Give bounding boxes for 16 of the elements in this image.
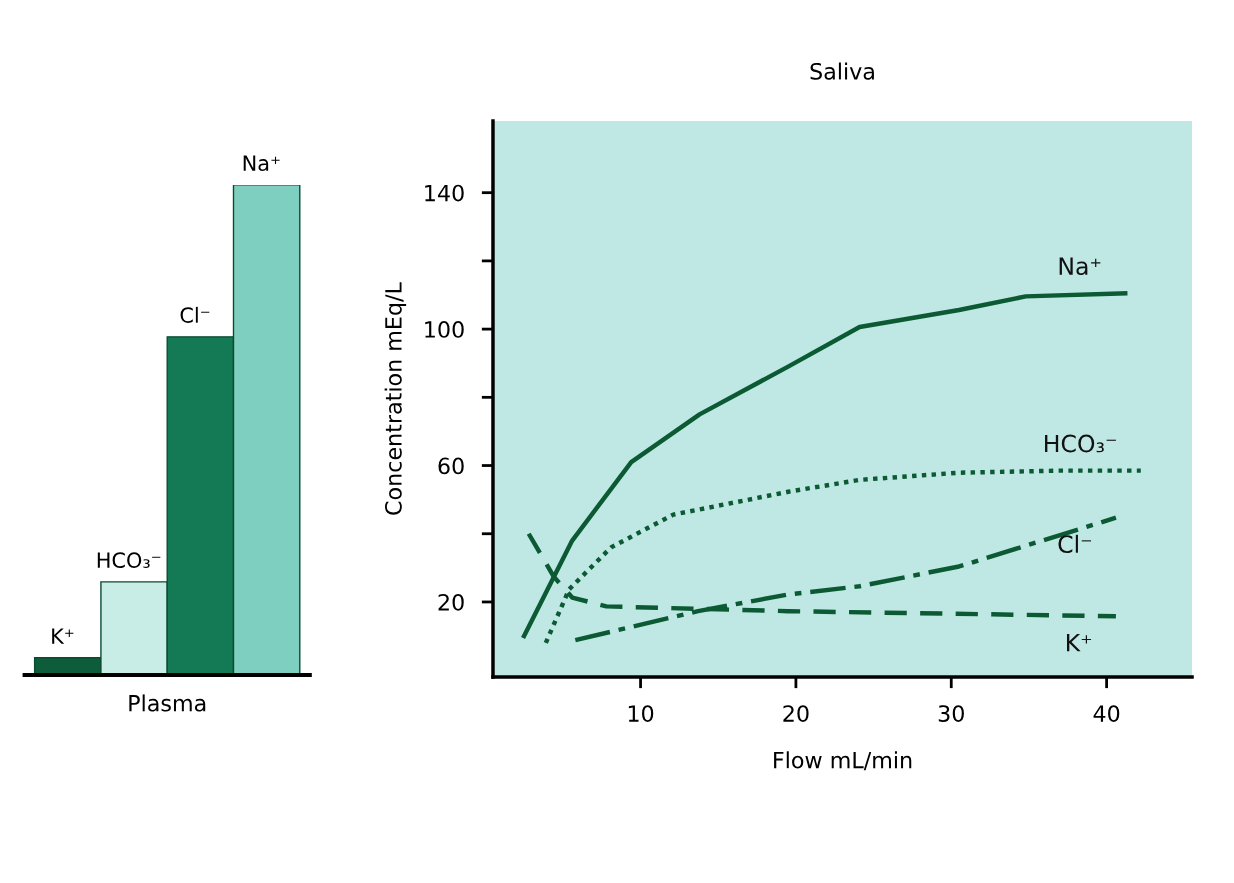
x-axis-title: Plasma <box>129 694 206 712</box>
x-tick-label: 20 <box>783 705 809 722</box>
y-tick-label: 100 <box>425 321 464 338</box>
series-label: HCO₃⁻ <box>1045 434 1116 453</box>
x-tick-label: 30 <box>938 705 964 722</box>
y-tick-label: 20 <box>438 593 464 611</box>
y-axis-title: Concentration mEq/L <box>384 282 407 515</box>
y-tick-label: 60 <box>438 457 464 475</box>
chart-title: Saliva <box>810 62 874 80</box>
y-tick-label: 140 <box>425 184 464 202</box>
x-tick-label: 40 <box>1093 705 1120 722</box>
x-axis-title: Flow mL/min <box>774 751 912 771</box>
series-label: K⁺ <box>1066 634 1092 652</box>
x-tick-label: 10 <box>628 705 654 722</box>
series-label: Na⁺ <box>1059 257 1101 276</box>
series-label: Cl⁻ <box>1058 534 1092 554</box>
